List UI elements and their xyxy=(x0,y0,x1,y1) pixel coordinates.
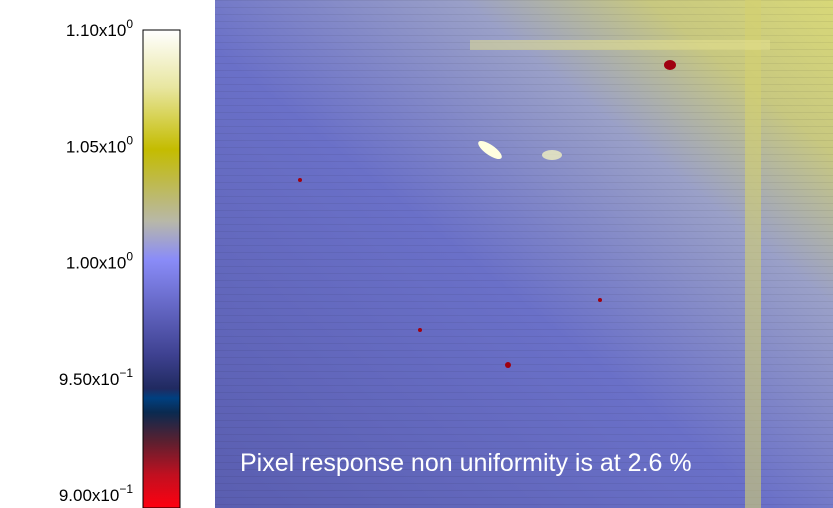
tick-exponent: 0 xyxy=(126,250,133,264)
tick-mantissa: 9.00x10 xyxy=(59,486,120,505)
colorbar xyxy=(143,30,180,508)
tick-label: 1.05x100 xyxy=(66,133,134,156)
tick-mantissa: 1.05x10 xyxy=(66,137,127,156)
tick-exponent: 0 xyxy=(126,133,133,147)
figure: 1.10x1001.05x1001.00x1009.50x10−19.00x10… xyxy=(0,0,833,508)
tick-label: 9.00x10−1 xyxy=(59,482,134,505)
tick-exponent: −1 xyxy=(119,366,133,380)
tick-exponent: −1 xyxy=(119,482,133,496)
tick-label: 1.00x100 xyxy=(66,250,134,273)
tick-label: 1.10x100 xyxy=(66,17,134,40)
tick-exponent: 0 xyxy=(126,17,133,31)
annotation: Pixel response non uniformity is at 2.6 … xyxy=(240,449,692,477)
tick-mantissa: 1.00x10 xyxy=(66,254,127,273)
tick-label: 9.50x10−1 xyxy=(59,366,134,389)
tick-mantissa: 1.10x10 xyxy=(66,21,127,40)
colorbar-ticks: 1.10x1001.05x1001.00x1009.50x10−19.00x10… xyxy=(59,17,134,505)
tick-mantissa: 9.50x10 xyxy=(59,370,120,389)
detector-image xyxy=(215,0,833,508)
